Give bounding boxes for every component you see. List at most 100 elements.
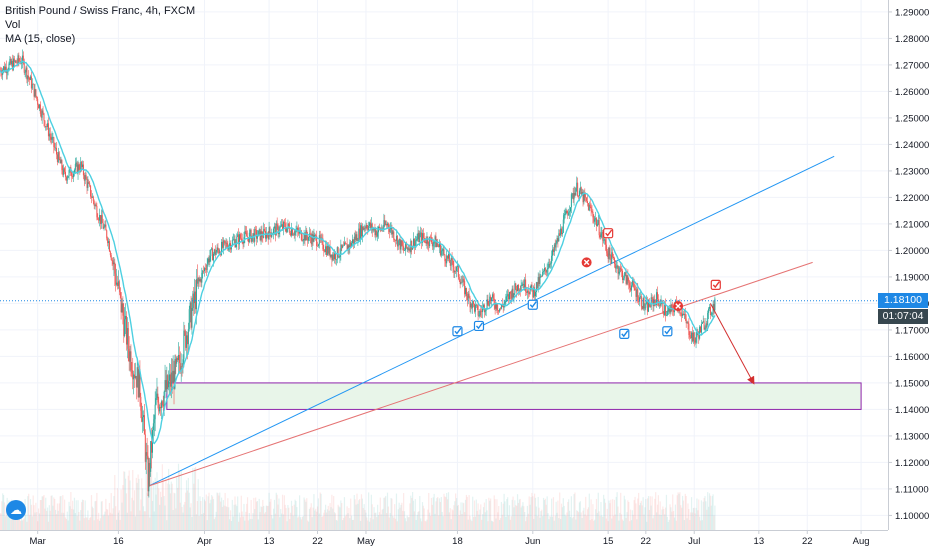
volume-bar — [560, 503, 563, 530]
volume-bar — [156, 472, 158, 530]
candle-body — [620, 267, 622, 270]
candle-body — [648, 301, 650, 312]
volume-bar — [355, 504, 357, 530]
volume-bar — [345, 514, 347, 530]
candle-body — [469, 297, 471, 308]
volume-bar — [269, 501, 271, 530]
volume-bar — [621, 514, 623, 530]
candle-body — [524, 279, 526, 289]
candle-body — [466, 296, 468, 300]
candle-body — [99, 215, 101, 221]
volume-bar — [286, 521, 288, 530]
volume-bar — [676, 495, 678, 530]
volume-bar — [356, 493, 358, 530]
candle-body — [245, 231, 247, 233]
candle-body — [130, 351, 132, 371]
candle-body — [621, 269, 623, 271]
price-axis[interactable]: 1.100001.110001.120001.130001.140001.150… — [888, 0, 932, 550]
symbol-title[interactable]: British Pound / Swiss Franc, 4h, FXCM — [5, 5, 196, 17]
candle-body — [587, 201, 589, 204]
candle-body — [103, 226, 105, 229]
volume-bar — [154, 477, 156, 530]
candle-body — [143, 415, 145, 418]
volume-bar — [504, 501, 506, 530]
volume-bar — [421, 502, 424, 530]
volume-bar — [30, 504, 32, 530]
candle-body — [46, 126, 48, 127]
volume-bar — [139, 510, 141, 530]
volume-bar — [553, 520, 555, 530]
time-axis[interactable]: Mar 16 Apr 13 22 May 18 Jun 15 22 Jul 13 22 Aug — [0, 530, 888, 547]
volume-bar — [329, 503, 331, 530]
candle-body — [650, 297, 652, 307]
candle-body — [411, 240, 413, 250]
price-axis-bg — [888, 0, 932, 550]
volume-bar — [107, 515, 110, 530]
volume-bar — [312, 507, 314, 530]
ma-indicator-label[interactable]: MA (15, close) — [5, 33, 76, 45]
volume-bar — [560, 518, 562, 530]
candle-body — [535, 282, 537, 292]
volume-bar — [377, 504, 379, 530]
volume-bar — [262, 499, 264, 530]
candle-body — [671, 304, 673, 306]
tradingview-logo-icon[interactable]: ☁ — [6, 500, 26, 520]
candle-body — [38, 104, 40, 109]
candle-body — [186, 335, 188, 348]
event-markers[interactable] — [452, 228, 721, 339]
candle-body — [445, 261, 447, 264]
candle-body — [363, 227, 365, 231]
volume-bar — [433, 493, 435, 530]
volume-bar — [640, 500, 642, 530]
volume-bar — [621, 519, 624, 530]
volume-bar — [268, 492, 270, 530]
candle-body — [273, 226, 275, 229]
candle-body — [646, 301, 648, 304]
candle-body — [115, 273, 117, 285]
support-zone — [166, 382, 862, 410]
candle-body — [511, 288, 513, 299]
volume-bar — [431, 504, 433, 530]
volume-bar — [63, 512, 65, 530]
candle-body — [558, 233, 560, 242]
volume-bar — [497, 512, 499, 530]
volume-bar — [464, 499, 467, 530]
candle-body — [660, 301, 662, 306]
candle-body — [329, 245, 331, 257]
candle-body — [67, 176, 69, 178]
volume-bar — [192, 467, 194, 530]
volume-bar — [56, 503, 59, 530]
candle-body — [699, 326, 701, 339]
volume-bar — [485, 499, 487, 530]
volume-bar — [579, 501, 581, 530]
candle-body — [244, 231, 246, 238]
volume-bar — [239, 517, 241, 530]
volume-bar — [69, 506, 71, 530]
volume-bar — [603, 498, 606, 530]
volume-indicator-label[interactable]: Vol — [5, 19, 21, 31]
candle-body — [212, 248, 214, 261]
volume-bar — [670, 507, 672, 530]
candle-body — [401, 240, 403, 246]
volume-bar — [420, 521, 423, 530]
candle-body — [262, 236, 264, 238]
candle-body — [689, 335, 691, 338]
volume-bar — [615, 496, 617, 530]
candle-body — [330, 254, 332, 257]
volume-bar — [460, 502, 462, 530]
volume-bar — [37, 508, 40, 530]
volume-bar — [572, 516, 574, 530]
candle-body — [508, 294, 510, 300]
candle-body — [621, 270, 623, 281]
candle-body — [375, 230, 377, 236]
volume-bar — [11, 511, 14, 530]
volume-bar — [391, 498, 393, 530]
candle-body — [143, 415, 145, 435]
volume-bar — [316, 511, 318, 530]
candle-body — [274, 226, 276, 236]
volume-bar — [557, 500, 559, 530]
volume-bar — [584, 514, 586, 530]
volume-bar — [10, 519, 12, 530]
